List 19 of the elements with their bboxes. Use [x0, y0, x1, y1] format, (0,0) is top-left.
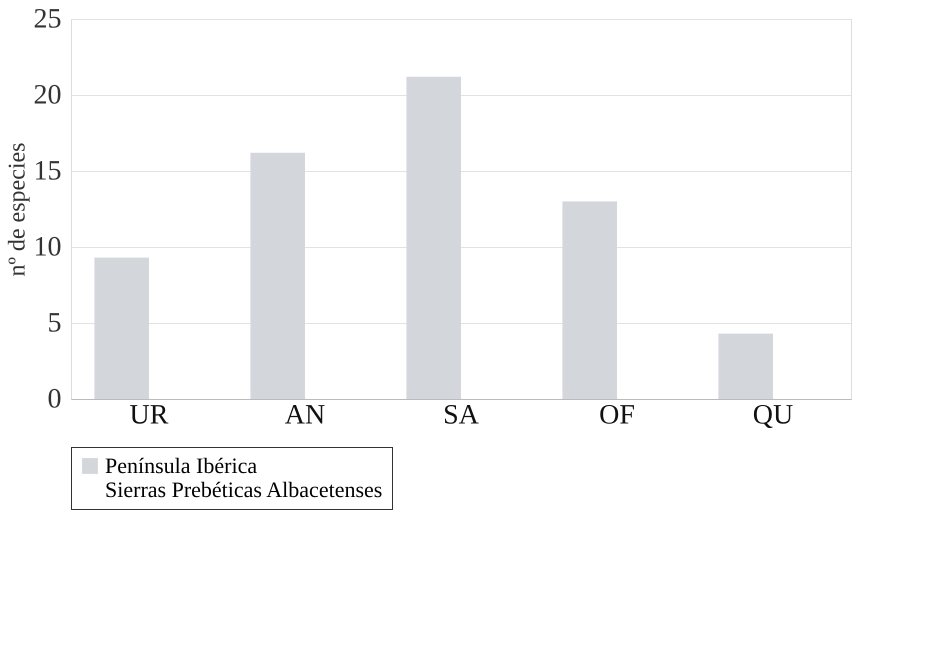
bar — [94, 258, 149, 399]
y-tick-label: 20 — [34, 80, 62, 110]
bar — [562, 201, 617, 399]
legend-label: Península Ibérica — [105, 453, 258, 478]
y-tick-label: 0 — [48, 384, 62, 414]
bar — [406, 76, 461, 399]
y-tick-label: 25 — [34, 4, 62, 34]
bar — [718, 334, 773, 399]
x-tick-label: OF — [599, 400, 635, 430]
y-axis-title: nº de especies — [4, 142, 30, 277]
y-tick-label: 15 — [34, 156, 62, 186]
x-tick-label: SA — [443, 400, 480, 430]
x-tick-label: AN — [284, 400, 326, 430]
x-tick-label: QU — [752, 400, 794, 430]
y-tick-label: 5 — [48, 308, 62, 338]
bar — [250, 152, 305, 399]
y-tick-label: 10 — [34, 232, 62, 262]
x-tick-label: UR — [130, 400, 169, 430]
text: Sierras Prebéticas Albacetenses — [105, 477, 382, 502]
